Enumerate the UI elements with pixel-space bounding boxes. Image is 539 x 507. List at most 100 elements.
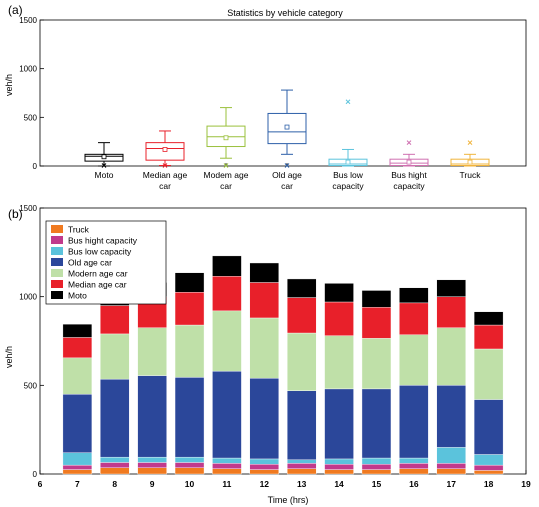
bar-segment (286, 297, 317, 334)
bar-stack-9 (137, 282, 167, 475)
bar-segment (473, 399, 504, 455)
bar-segment (399, 287, 429, 304)
bar-segment (361, 457, 392, 465)
x-tick-label: 17 (446, 479, 456, 489)
bar-segment (436, 279, 466, 297)
bar-stack-15 (361, 290, 392, 475)
legend-item-label: Bus hight capacity (68, 236, 138, 246)
bar-segment (100, 456, 130, 463)
bar-segment (436, 463, 466, 469)
bar-segment (473, 324, 504, 350)
bar-segment (399, 302, 429, 335)
bar-segment (399, 457, 429, 464)
bar-segment (249, 464, 280, 470)
box-1 (145, 130, 185, 168)
category-label: Old age (272, 170, 302, 180)
bar-stack-17 (436, 279, 466, 475)
bar-stack-14 (324, 283, 354, 475)
category-label: Bus hight (391, 170, 427, 180)
bar-segment (473, 454, 504, 466)
bar-segment (361, 338, 392, 390)
panel-a-boxes (84, 89, 490, 168)
bar-segment (174, 272, 205, 293)
bar-segment (324, 464, 354, 470)
bar-segment (361, 388, 392, 459)
bar-segment (286, 468, 317, 475)
bar-segment (212, 463, 242, 469)
bar-segment (212, 276, 242, 312)
x-tick-label: 18 (484, 479, 494, 489)
box-outlier-marker (101, 163, 107, 168)
y-tick-label: 1500 (19, 204, 37, 213)
x-tick-label: 12 (260, 479, 270, 489)
legend-item-label: Median age car (68, 280, 127, 290)
bar-segment (174, 324, 205, 378)
category-label: Modem age (204, 170, 249, 180)
legend-swatch (51, 225, 63, 233)
box-mean-marker (345, 159, 351, 165)
bar-segment (286, 278, 317, 298)
panel-a-title: Statistics by vehicle category (227, 8, 343, 18)
bar-segment (249, 262, 280, 283)
bar-segment (361, 290, 392, 308)
box-3 (267, 89, 307, 168)
box-0 (84, 142, 124, 168)
bar-segment (100, 467, 130, 475)
box-5 (389, 140, 429, 167)
bar-stack-11 (212, 255, 242, 475)
bar-segment (137, 456, 167, 463)
legend-swatch (51, 291, 63, 299)
category-label: Median age (143, 170, 188, 180)
bar-segment (249, 458, 280, 465)
category-label: Moto (95, 170, 114, 180)
bar-segment (62, 469, 93, 475)
bar-segment (249, 282, 280, 319)
bar-segment (62, 464, 93, 470)
category-label: capacity (332, 181, 364, 191)
legend-swatch (51, 258, 63, 266)
bar-segment (436, 327, 466, 386)
bar-segment (436, 385, 466, 448)
x-tick-label: 9 (150, 479, 155, 489)
bar-segment (100, 305, 130, 335)
y-tick-label: 1000 (19, 293, 37, 302)
bar-segment (473, 311, 504, 326)
bar-segment (174, 462, 205, 468)
bar-segment (361, 469, 392, 475)
bar-segment (436, 296, 466, 328)
panel-b-plot-frame (39, 207, 527, 475)
bar-stack-16 (399, 287, 429, 475)
panel-b-ylabel: veh/h (4, 346, 14, 368)
bar-segment (324, 283, 354, 303)
bar-segment (137, 462, 167, 468)
panel-a-boxplot: (a) Statistics by vehicle category veh/h… (4, 3, 527, 191)
box-2 (206, 107, 246, 168)
box-6 (450, 140, 490, 167)
x-tick-label: 16 (409, 479, 419, 489)
legend-item-label: Old age car (68, 258, 112, 268)
legend-swatch (51, 269, 63, 277)
bar-segment (137, 375, 167, 458)
box-mean-marker (101, 154, 107, 160)
bar-stack-7 (62, 323, 93, 475)
legend-item-label: Moto (68, 291, 87, 301)
bar-segment (174, 377, 205, 458)
legend-item-label: Modern age car (68, 269, 128, 279)
x-tick-label: 10 (185, 479, 195, 489)
bar-stack-12 (249, 262, 280, 475)
bar-segment (249, 469, 280, 475)
box-mean-marker (406, 159, 412, 165)
x-tick-label: 6 (38, 479, 43, 489)
bar-segment (399, 385, 429, 459)
bar-segment (212, 457, 242, 464)
panel-a-label: (a) (8, 3, 23, 17)
bar-segment (361, 464, 392, 470)
bar-segment (174, 456, 205, 463)
panel-b-xlabel: Time (hrs) (268, 495, 309, 505)
legend-frame (45, 220, 167, 305)
bar-segment (473, 464, 504, 471)
bar-segment (399, 468, 429, 475)
x-tick-label: 14 (334, 479, 344, 489)
bar-segment (286, 390, 317, 461)
y-tick-label: 500 (24, 381, 38, 390)
